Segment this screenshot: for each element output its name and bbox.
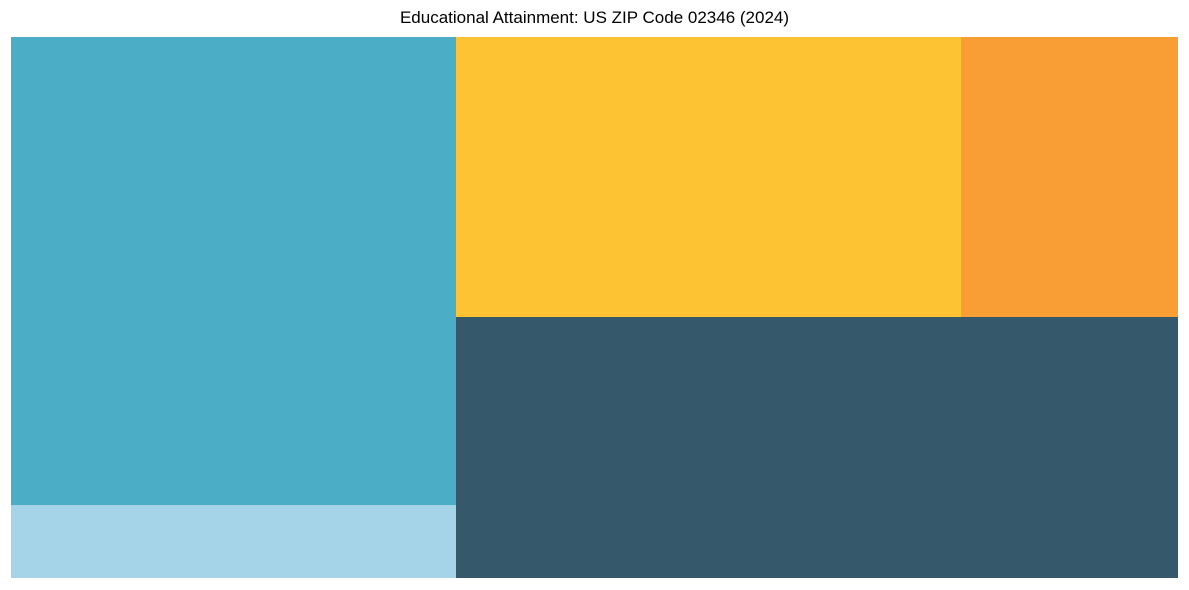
chart-title: Educational Attainment: US ZIP Code 0234… <box>399 8 790 27</box>
treemap-tile-dark-slate <box>455 317 1178 578</box>
treemap-tile-teal <box>11 37 456 506</box>
treemap-tile-yellow <box>455 37 961 318</box>
treemap-tile-light-blue <box>11 505 456 578</box>
treemap-tile-orange <box>960 37 1178 318</box>
treemap <box>11 37 1178 578</box>
